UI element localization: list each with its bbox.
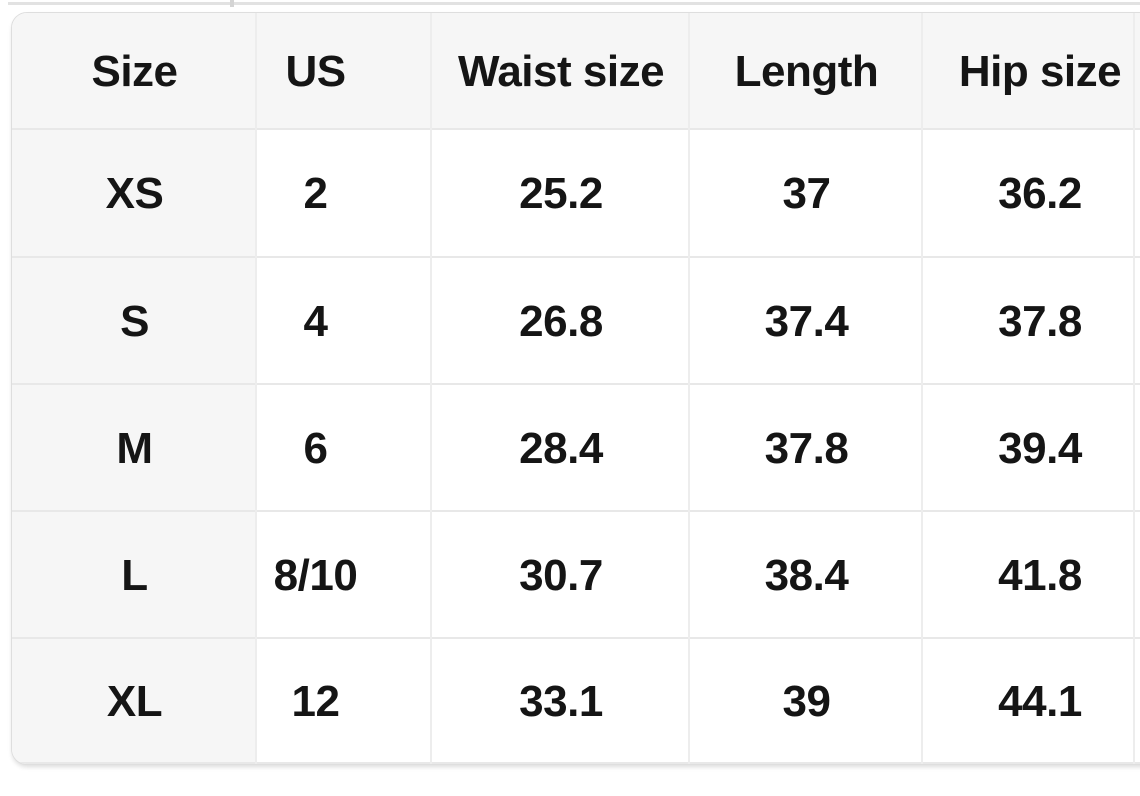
header-label: Hip size [958,46,1122,96]
cell-xs-length: 37 [690,130,923,258]
cell-m-waist: 28.4 [432,385,690,512]
cell-l-overflow [1135,512,1140,639]
cell-s-us: 4 [257,258,432,385]
size-label: XS [105,169,164,218]
cell-l-hip: 41.8 [923,512,1135,639]
cell-value: 41.8 [998,550,1082,600]
size-label: L [121,550,148,600]
cell-xl-us: 12 [257,639,432,764]
cell-value: 4 [303,296,328,346]
cell-m-length: 37.8 [690,385,923,512]
size-label: S [120,296,149,346]
cell-xs-us: 2 [257,130,432,258]
cell-value: 39.4 [998,423,1082,473]
cell-value: 38.4 [764,550,849,600]
size-chart-card: Size US Waist size Length Hip size XS 2 [11,12,1140,765]
cell-value: 37.8 [764,423,849,473]
cell-xs-hip: 36.2 [923,130,1135,258]
cell-value: 30.7 [519,550,603,600]
row-label-cell-xl: XL [12,639,257,764]
cell-m-us: 6 [257,385,432,512]
previous-card-bottom-edge [8,2,1140,5]
cell-value: 26.8 [519,296,603,346]
row-label-cell-s: S [12,258,257,385]
cell-l-us: 8/10 [257,512,432,639]
size-label: XL [106,676,163,726]
cell-xl-hip: 44.1 [923,639,1135,764]
cell-value: 28.4 [519,423,603,473]
header-cell-hip-size: Hip size [923,13,1135,130]
cell-value: 44.1 [998,676,1082,726]
cell-xs-overflow [1135,130,1140,258]
cell-value: 36.2 [998,169,1082,218]
cell-s-waist: 26.8 [432,258,690,385]
cell-value: 33.1 [519,676,603,726]
previous-card-divider-tick [230,0,234,7]
header-label: Waist size [457,46,665,96]
cell-s-overflow [1135,258,1140,385]
header-label: US [285,46,346,96]
cell-value: 37.8 [998,296,1082,346]
cell-xl-length: 39 [690,639,923,764]
header-label: Length [734,46,879,96]
header-cell-overflow [1135,13,1140,130]
cell-m-overflow [1135,385,1140,512]
header-cell-size: Size [12,13,257,130]
cell-xl-overflow [1135,639,1140,764]
cell-s-length: 37.4 [690,258,923,385]
cell-value: 12 [291,676,340,726]
cell-value: 39 [782,676,831,726]
row-label-cell-xs: XS [12,130,257,258]
row-label-cell-m: M [12,385,257,512]
cell-xs-waist: 25.2 [432,130,690,258]
size-chart-table: Size US Waist size Length Hip size XS 2 [12,13,1140,764]
cell-value: 37.4 [764,296,849,346]
cell-value: 2 [303,169,328,218]
cell-value: 25.2 [519,169,603,218]
cell-l-length: 38.4 [690,512,923,639]
cell-s-hip: 37.8 [923,258,1135,385]
header-cell-us: US [257,13,432,130]
header-cell-waist-size: Waist size [432,13,690,130]
header-cell-length: Length [690,13,923,130]
header-label: Size [91,46,178,96]
size-label: M [116,423,153,473]
cell-value: 6 [303,423,328,473]
cell-l-waist: 30.7 [432,512,690,639]
cell-xl-waist: 33.1 [432,639,690,764]
row-label-cell-l: L [12,512,257,639]
cell-value: 37 [782,169,831,218]
cell-m-hip: 39.4 [923,385,1135,512]
cell-value: 8/10 [273,550,358,600]
